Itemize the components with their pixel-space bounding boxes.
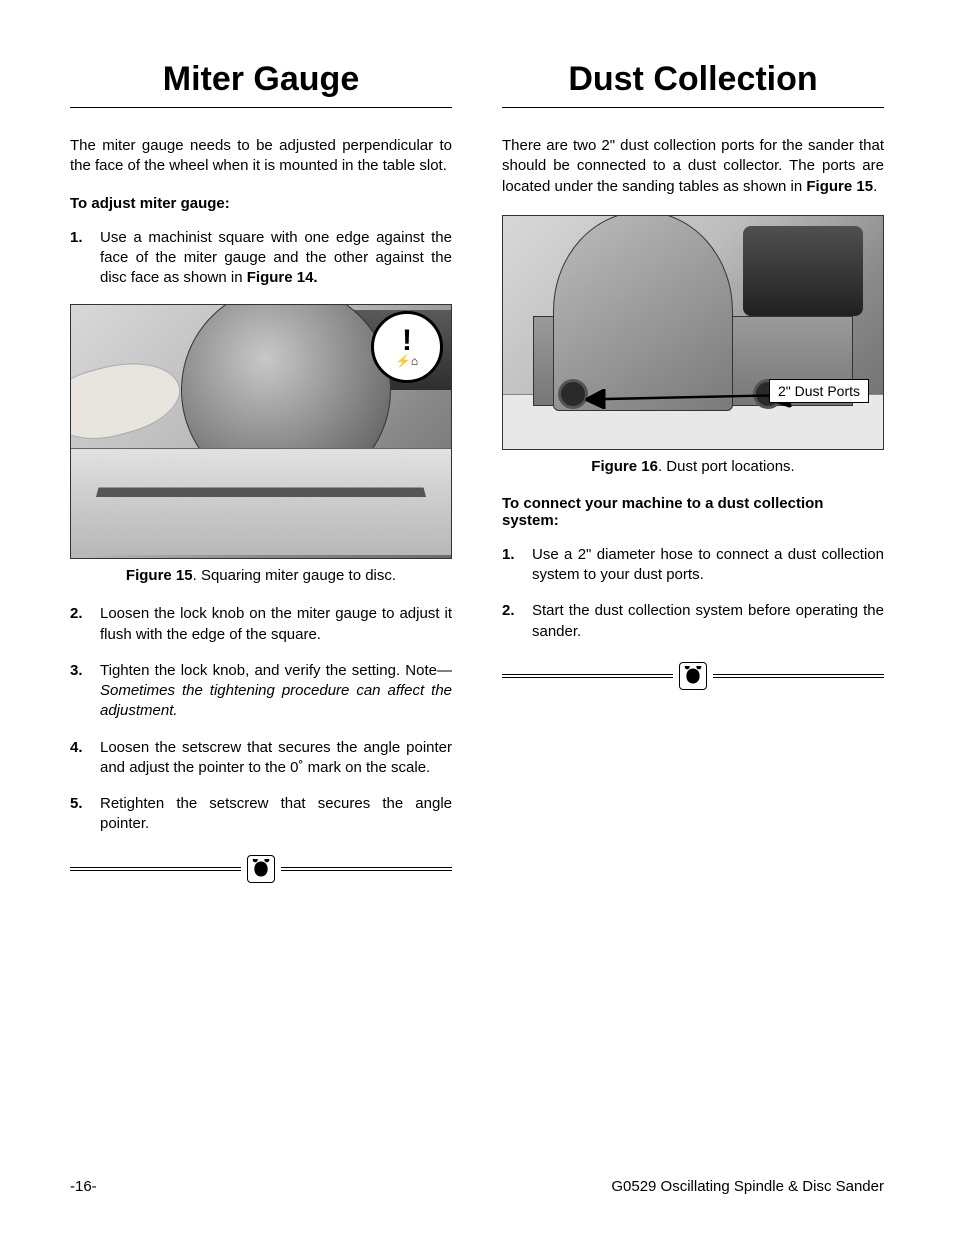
- heading-rule: [70, 107, 452, 108]
- callout-arrows: [503, 216, 883, 449]
- right-steps: 1. Use a 2" diameter hose to connect a d…: [502, 545, 884, 642]
- figure-16: 2" Dust Ports: [502, 215, 884, 450]
- step-1: 1. Use a machinist square with one edge …: [70, 228, 452, 289]
- hand-shape: [70, 350, 188, 451]
- bear-logo-icon: [247, 855, 275, 883]
- figure-label: Figure 15: [126, 567, 193, 584]
- step-text: Loosen the lock knob on the miter gauge …: [100, 604, 452, 645]
- table-shape: [70, 448, 452, 555]
- left-steps-cont: 2. Loosen the lock knob on the miter gau…: [70, 604, 452, 834]
- step-3: 3. Tighten the lock knob, and verify the…: [70, 661, 452, 722]
- divider-lines-right: [713, 674, 884, 678]
- plug-icon: ⚡⌂: [396, 354, 418, 368]
- document-title: G0529 Oscillating Spindle & Disc Sander: [611, 1178, 884, 1195]
- step-number: 2.: [502, 601, 532, 642]
- step-number: 2.: [70, 604, 100, 645]
- figure-reference: Figure 15: [806, 178, 873, 195]
- unplug-warning-icon: ! ⚡⌂: [371, 311, 443, 383]
- figure-caption-text: . Squaring miter gauge to disc.: [193, 567, 396, 584]
- figure-label: Figure 16: [591, 458, 658, 475]
- left-intro: The miter gauge needs to be adjusted per…: [70, 136, 452, 177]
- heading-rule: [502, 107, 884, 108]
- step-text: Start the dust collection system before …: [532, 601, 884, 642]
- step-text: Retighten the setscrew that secures the …: [100, 794, 452, 835]
- section-divider: [70, 855, 452, 883]
- right-heading: Dust Collection: [502, 60, 884, 99]
- page-number: -16-: [70, 1178, 97, 1195]
- step-text: Tighten the lock knob, and verify the se…: [100, 661, 452, 722]
- step-number: 1.: [502, 545, 532, 586]
- figure-16-caption: Figure 16. Dust port locations.: [502, 458, 884, 475]
- step-number: 3.: [70, 661, 100, 722]
- step-pre: Tighten the lock knob, and verify the se…: [100, 662, 452, 679]
- left-heading: Miter Gauge: [70, 60, 452, 99]
- figure-caption-text: . Dust port locations.: [658, 458, 795, 475]
- divider-lines-right: [281, 867, 452, 871]
- dust-port-callout: 2" Dust Ports: [769, 379, 869, 403]
- step-number: 1.: [70, 228, 100, 289]
- page-footer: -16- G0529 Oscillating Spindle & Disc Sa…: [70, 1178, 884, 1195]
- left-steps: 1. Use a machinist square with one edge …: [70, 228, 452, 289]
- step-number: 5.: [70, 794, 100, 835]
- step-text: Loosen the setscrew that secures the ang…: [100, 738, 452, 779]
- section-divider: [502, 662, 884, 690]
- left-lead: To adjust miter gauge:: [70, 195, 452, 212]
- figure-16-image: 2" Dust Ports: [502, 215, 884, 450]
- left-column: Miter Gauge The miter gauge needs to be …: [70, 60, 452, 903]
- figure-reference: Figure 14.: [247, 269, 318, 286]
- right-column: Dust Collection There are two 2" dust co…: [502, 60, 884, 903]
- exclamation-icon: !: [402, 327, 412, 354]
- step-text: Use a machinist square with one edge aga…: [100, 228, 452, 289]
- figure-15-image: ! ⚡⌂: [70, 304, 452, 559]
- right-lead: To connect your machine to a dust collec…: [502, 495, 884, 529]
- bear-logo-icon: [679, 662, 707, 690]
- step-2: 2. Loosen the lock knob on the miter gau…: [70, 604, 452, 645]
- step-number: 4.: [70, 738, 100, 779]
- figure-15: ! ⚡⌂: [70, 304, 452, 559]
- figure-15-caption: Figure 15. Squaring miter gauge to disc.: [70, 567, 452, 584]
- step-note-italic: Sometimes the tightening procedure can a…: [100, 682, 452, 719]
- step-1: 1. Use a 2" diameter hose to connect a d…: [502, 545, 884, 586]
- step-2: 2. Start the dust collection system befo…: [502, 601, 884, 642]
- step-5: 5. Retighten the setscrew that secures t…: [70, 794, 452, 835]
- right-intro: There are two 2" dust collection ports f…: [502, 136, 884, 197]
- divider-lines-left: [70, 867, 241, 871]
- two-column-layout: Miter Gauge The miter gauge needs to be …: [70, 60, 884, 903]
- table-slot: [96, 487, 426, 496]
- intro-post: .: [873, 178, 877, 195]
- divider-lines-left: [502, 674, 673, 678]
- step-4: 4. Loosen the setscrew that secures the …: [70, 738, 452, 779]
- step-text: Use a 2" diameter hose to connect a dust…: [532, 545, 884, 586]
